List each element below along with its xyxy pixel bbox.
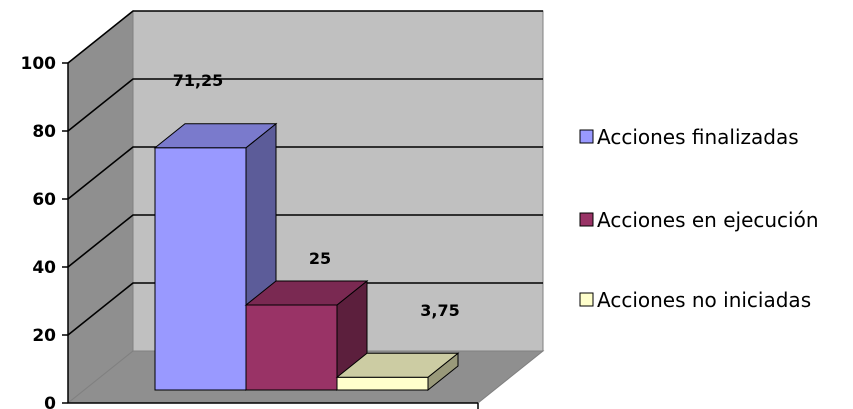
y-tick-label: 40	[32, 258, 56, 278]
legend-label: Acciones no iniciadas	[597, 288, 811, 312]
legend-item: Acciones no iniciadas	[579, 288, 811, 312]
bar	[244, 279, 369, 392]
bars	[153, 122, 460, 392]
data-label: 3,75	[420, 301, 459, 320]
legend-label: Acciones en ejecución	[597, 208, 819, 232]
data-label: 25	[309, 249, 331, 268]
bar-front	[245, 304, 338, 391]
y-tick-label: 0	[44, 394, 56, 409]
bar	[335, 352, 460, 392]
gridline	[67, 10, 543, 64]
data-label: 71,25	[173, 71, 224, 90]
legend-swatch	[579, 292, 594, 307]
bar-top	[335, 352, 460, 378]
legend: Acciones finalizadas Acciones en ejecució…	[579, 125, 819, 312]
side-wall	[67, 9, 134, 405]
bar-top	[244, 280, 369, 306]
gridline	[67, 146, 543, 200]
bar-front	[154, 147, 247, 391]
gridlines	[67, 10, 543, 336]
legend-swatch	[579, 129, 594, 144]
y-tick-label: 20	[32, 326, 56, 346]
gridline	[67, 78, 543, 132]
legend-item: Acciones finalizadas	[579, 125, 799, 149]
y-tick-label: 60	[32, 190, 56, 210]
y-tick-label: 100	[21, 54, 57, 74]
gridline	[67, 214, 543, 268]
data-labels: 71,25 25 3,75	[173, 71, 460, 320]
bar-front	[336, 376, 429, 391]
legend-label: Acciones finalizadas	[597, 125, 799, 149]
gridline	[67, 282, 543, 336]
y-axis: 0 20 40 60 80 100	[21, 54, 479, 409]
y-tick-label: 80	[32, 122, 56, 142]
legend-swatch	[579, 212, 594, 227]
bar-top	[153, 123, 278, 149]
legend-item: Acciones en ejecución	[579, 208, 819, 232]
